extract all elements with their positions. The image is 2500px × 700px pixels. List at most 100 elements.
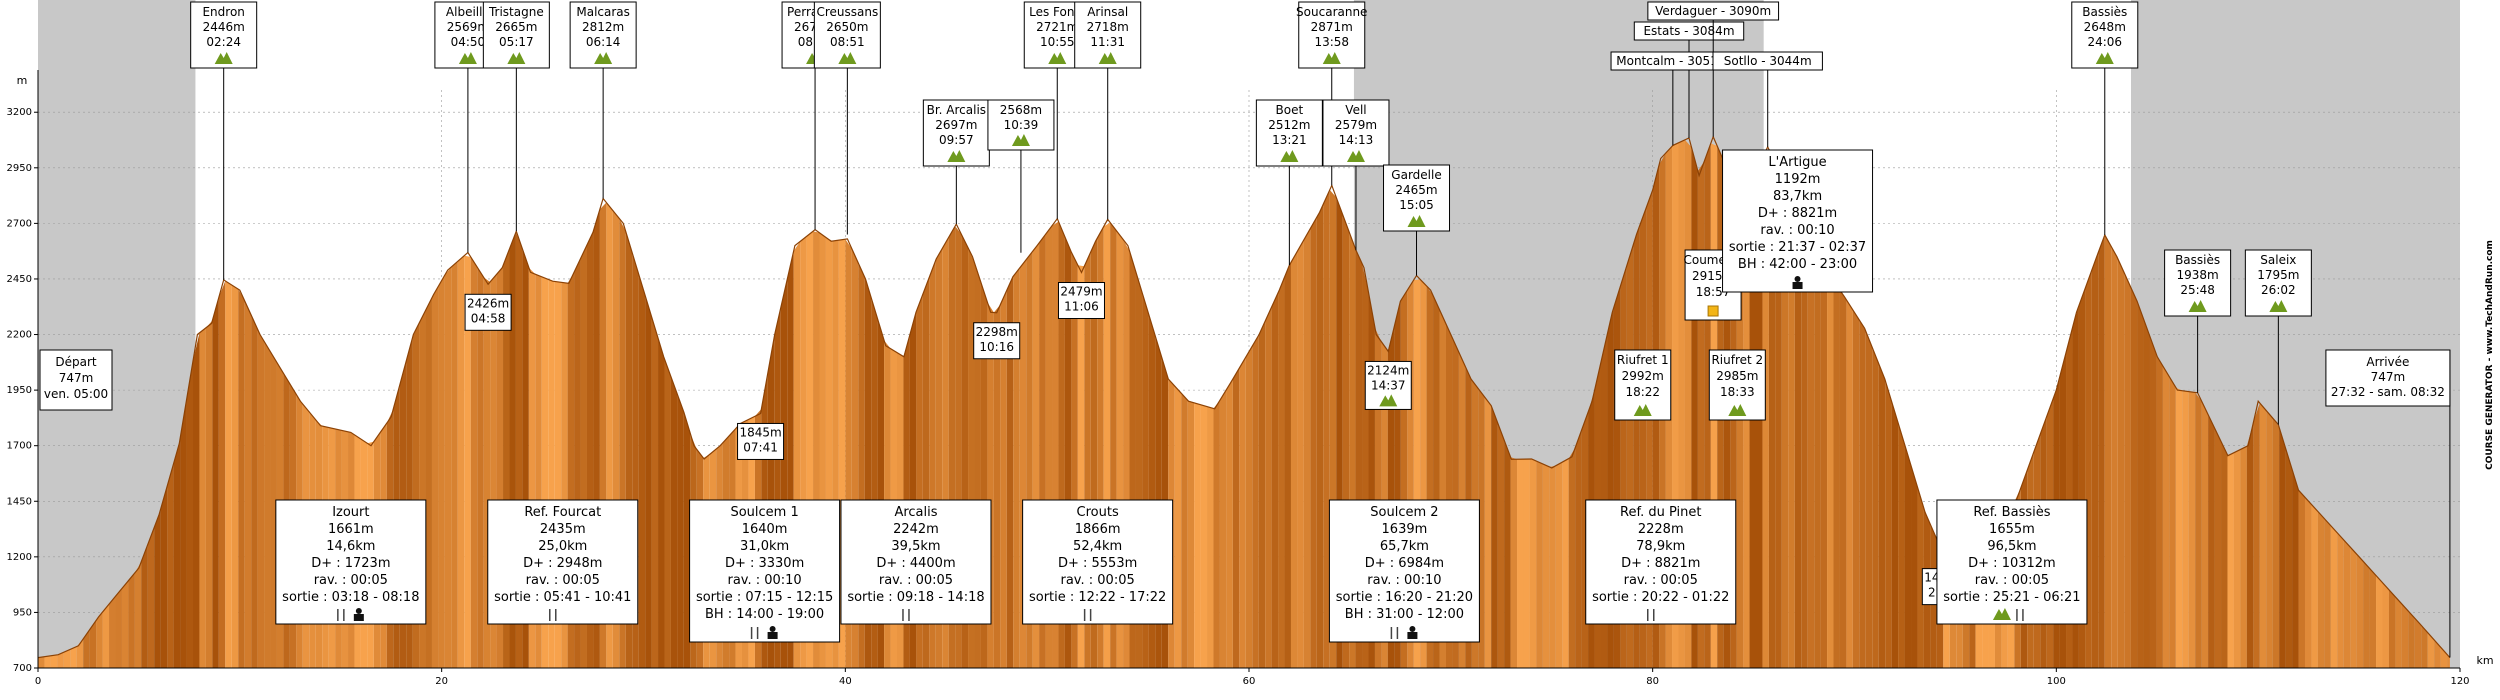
sleeper-body-icon: [353, 614, 364, 621]
checkpoint-text: 18:33: [1720, 385, 1755, 399]
aid-station-text: Izourt: [332, 505, 369, 520]
sleeper-body-icon: [1792, 282, 1803, 289]
profile-segment: [147, 527, 155, 668]
profile-segment: [2324, 518, 2331, 668]
start-box: [39, 349, 113, 411]
sleeper-icon: [1407, 626, 1418, 639]
aid-station-box: [1585, 499, 1737, 625]
profile-segment: [2356, 554, 2364, 668]
col-label-text: 04:58: [471, 311, 506, 325]
profile-segment: [2447, 654, 2450, 668]
profile-segment: [451, 261, 458, 668]
aid-station-text: 65,7km: [1380, 539, 1429, 554]
aid-station-text: D+ : 6984m: [1365, 556, 1444, 571]
profile-segment: [1510, 457, 1518, 668]
profile-segment: [2421, 625, 2428, 668]
summit-label-text: Malcaras: [576, 5, 630, 19]
profile-segment: [2279, 427, 2286, 668]
checkpoint-text: 2985m: [1716, 369, 1758, 383]
profile-segment: [1497, 422, 1505, 668]
profile-segment: [128, 572, 135, 668]
aid-station: Izourt 1661m 14,6km D+ : 1723m rav. : 00:05 s…: [275, 499, 427, 625]
profile-segment: [1181, 393, 1188, 668]
summit-label-text: 2697m: [935, 118, 977, 132]
fork-knife-icon: [337, 609, 345, 621]
aid-station-text: sortie : 16:20 - 21:20: [1336, 590, 1473, 605]
profile-segment: [2440, 647, 2448, 668]
col-label-text: 07:41: [743, 440, 778, 454]
summit-label-text: 2446m: [203, 20, 245, 34]
profile-segment: [2343, 539, 2351, 668]
profile-segment: [1232, 368, 1240, 668]
profile-segment: [1290, 251, 1298, 668]
profile-segment: [1323, 189, 1330, 668]
aid-station: Ref. Bassiès 1655m 96,5km D+ : 10312m rav. :…: [1936, 499, 2088, 625]
profile-segment: [2137, 301, 2144, 668]
profile-segment: [2292, 469, 2299, 668]
aid-station-text: 25,0km: [538, 539, 587, 554]
summit-tag-box: [1712, 51, 1823, 71]
aid-station-text: 78,9km: [1636, 539, 1685, 554]
aid-station-text: 2242m: [893, 522, 939, 537]
profile-segment: [1846, 299, 1853, 668]
summit-label-text: 2568m: [1000, 103, 1042, 117]
profile-segment: [238, 289, 245, 668]
y-tick-label: 2700: [7, 218, 32, 229]
profile-segment: [1536, 461, 1543, 668]
summit-label-text: 11:31: [1090, 35, 1125, 49]
summit-label-text: 2718m: [1087, 20, 1129, 34]
aid-station-text: D+ : 3330m: [725, 556, 804, 571]
checkpoint-text: 18:57: [1696, 285, 1731, 299]
profile-segment: [683, 412, 691, 668]
aid-station-text: rav. : 00:05: [1975, 573, 2049, 588]
profile-segment: [173, 438, 181, 668]
profile-segment: [1271, 292, 1279, 668]
profile-segment: [2182, 390, 2189, 668]
aid-station-text: rav. : 00:05: [1624, 573, 1698, 588]
aid-station: Arcalis 2242m 39,5km D+ : 4400m rav. : 00:05…: [840, 499, 992, 625]
profile-segment: [180, 399, 187, 668]
summit-label-box: [922, 99, 990, 167]
profile-segment: [205, 320, 213, 668]
grass-icon: [1280, 150, 1299, 162]
aid-station-box: [1022, 499, 1174, 625]
aid-station-text: Ref. du Pinet: [1620, 505, 1701, 520]
aid-station-text: Ref. Fourcat: [524, 505, 601, 520]
profile-segment: [1568, 447, 1576, 668]
profile-segment: [1827, 271, 1834, 668]
profile-segment: [1852, 310, 1860, 668]
profile-segment: [1517, 459, 1524, 668]
col-label-text: 2479m: [1060, 285, 1102, 299]
aid-station-artigue: L'Artigue 1192m 83,7km D+ : 8821m rav. : 00:…: [1722, 149, 1874, 293]
profile-segment: [658, 338, 665, 668]
profile-segment: [1194, 402, 1201, 668]
profile-segment: [1814, 245, 1821, 668]
profile-segment: [2311, 504, 2318, 668]
finish-box: [2325, 349, 2451, 407]
profile-segment: [1839, 290, 1847, 668]
summit-label-text: Les Fonts: [1029, 5, 1085, 19]
profile-segment: [2363, 561, 2370, 668]
aid-station: Ref. du Pinet 2228m 78,9km D+ : 8821m rav. :…: [1585, 499, 1737, 625]
profile-segment: [2111, 246, 2118, 668]
profile-segment: [2388, 589, 2396, 668]
aid-station-text: 2228m: [1638, 522, 1684, 537]
summit-tag-box: [1647, 1, 1780, 21]
summit-label-text: Saleix: [2260, 253, 2296, 267]
profile-segment: [2240, 446, 2247, 668]
profile-segment: [1284, 262, 1291, 668]
start-text: Départ: [55, 355, 97, 369]
aid-station-text: D+ : 1723m: [311, 556, 390, 571]
profile-segment: [1575, 430, 1582, 668]
profile-segment: [2272, 418, 2280, 668]
summit-label-box: [482, 1, 550, 69]
profile-segment: [186, 361, 194, 668]
summit-label-text: 2579m: [1335, 118, 1377, 132]
profile-segment: [1219, 389, 1227, 668]
aid-station-text: Soulcem 2: [1370, 505, 1438, 520]
profile-segment: [2246, 422, 2254, 668]
grass-icon: [1048, 52, 1067, 64]
